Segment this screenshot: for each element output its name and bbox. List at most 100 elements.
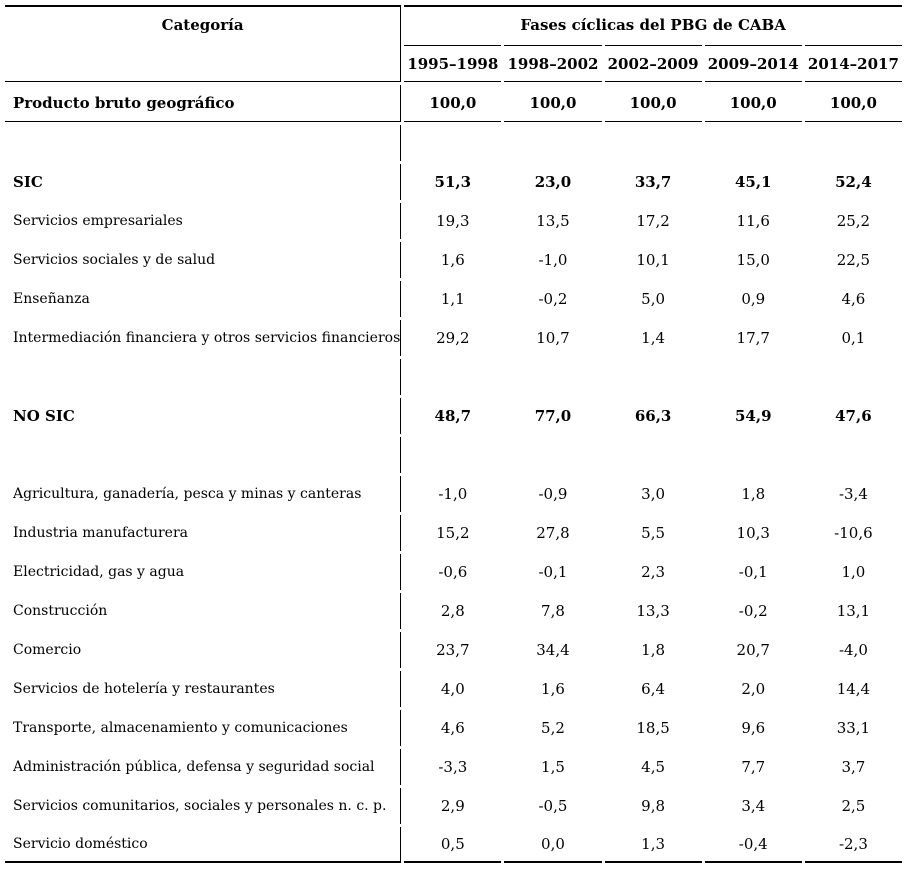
table-body: Producto bruto geográfico 100,0 100,0 100,0…	[5, 85, 902, 863]
value-cell: 77,0	[534, 407, 572, 425]
value-cell	[504, 359, 601, 395]
value-cell: 13,5	[536, 212, 570, 230]
table-row: NO SIC 48,7 77,0 66,3 54,9 47,6	[5, 398, 902, 434]
row-label-cell	[5, 359, 402, 395]
value-cell: 54,9	[734, 407, 772, 425]
value-cell: 4,0	[440, 680, 465, 698]
value-cell: 4,5	[641, 758, 666, 776]
value-cell	[605, 125, 702, 161]
value-cell	[805, 359, 902, 395]
value-cell: 1,8	[641, 641, 666, 659]
value-cell: 66,3	[634, 407, 672, 425]
value-cell: 1,0	[841, 563, 866, 581]
value-cell: 10,1	[636, 251, 670, 269]
value-cell: -1,0	[438, 485, 468, 503]
value-cell: 10,7	[536, 329, 570, 347]
table-header: Categoría Fases cíclicas del PBG de CABA…	[5, 5, 902, 82]
table-row: Construcción 2,8 7,8 13,3 -0,2 13,1	[5, 593, 902, 629]
spacer-row	[5, 125, 902, 161]
value-cell: 3,4	[741, 797, 766, 815]
value-cell	[705, 125, 802, 161]
value-cell: 1,3	[604, 827, 702, 863]
value-cell: 6,4	[641, 680, 666, 698]
table-row: Servicios de hotelería y restaurantes 4,0…	[5, 671, 902, 707]
value-cell: -3,3	[438, 758, 468, 776]
value-cell: 51,3	[434, 173, 472, 191]
value-cell: 7,8	[541, 602, 565, 620]
value-cell: 47,6	[835, 407, 872, 425]
value-cell: 2,9	[440, 797, 465, 815]
row-label-cell: Servicios empresariales	[5, 203, 402, 239]
value-cell: 17,7	[736, 329, 770, 347]
value-cell: 48,7	[434, 407, 472, 425]
value-cell: -0,9	[538, 485, 568, 503]
row-label-cell: Industria manufacturera	[5, 515, 402, 551]
row-label-cell: SIC	[5, 164, 402, 200]
value-cell: -2,3	[804, 827, 902, 863]
value-cell: -0,4	[704, 827, 802, 863]
value-cell: 15,2	[436, 524, 470, 542]
row-label-cell: Servicios de hotelería y restaurantes	[5, 671, 402, 707]
value-cell: 11,6	[736, 212, 770, 230]
period-header-cell: 2014–2017	[804, 45, 902, 82]
group-header-cell: Fases cíclicas del PBG de CABA	[404, 5, 902, 42]
row-label-cell	[5, 125, 402, 161]
value-cell: 17,2	[636, 212, 670, 230]
value-cell: 10,3	[736, 524, 770, 542]
table-row: SIC 51,3 23,0 33,7 45,1 52,4	[5, 164, 902, 200]
row-label-cell	[5, 437, 402, 473]
value-cell: 5,0	[641, 290, 666, 308]
value-cell: -0,2	[538, 290, 568, 308]
value-cell: 100,0	[504, 85, 602, 122]
value-cell: 1,5	[541, 758, 565, 776]
value-cell	[404, 437, 501, 473]
value-cell: 0,5	[404, 827, 502, 863]
value-cell	[404, 125, 501, 161]
row-label-cell: Servicios sociales y de salud	[5, 242, 402, 278]
value-cell: 23,7	[436, 641, 470, 659]
value-cell: 100,0	[404, 85, 502, 122]
period-header-cell: 2002–2009	[604, 45, 702, 82]
table-row: Agricultura, ganadería, pesca y minas y …	[5, 476, 902, 512]
value-cell: 13,1	[836, 602, 871, 620]
value-cell: 2,5	[841, 797, 866, 815]
value-cell: 0,9	[741, 290, 766, 308]
value-cell: 1,6	[440, 251, 465, 269]
value-cell: 33,1	[836, 719, 871, 737]
row-label-cell: Construcción	[5, 593, 402, 629]
table-row: Enseñanza 1,1 -0,2 5,0 0,9 4,6	[5, 281, 902, 317]
value-cell: -3,4	[838, 485, 868, 503]
row-label-cell: Transporte, almacenamiento y comunicacio…	[5, 710, 402, 746]
value-cell: -0,2	[738, 602, 768, 620]
value-cell: -0,1	[738, 563, 768, 581]
header-row-periods: 1995–1998 1998–2002 2002–2009 2009–2014 …	[5, 45, 902, 82]
row-label-cell: Agricultura, ganadería, pesca y minas y …	[5, 476, 402, 512]
value-cell: -0,1	[538, 563, 568, 581]
row-label-cell: Administración pública, defensa y seguri…	[5, 749, 402, 785]
row-label-cell: Servicio doméstico	[5, 827, 402, 863]
value-cell: 2,3	[641, 563, 666, 581]
value-cell: 100,0	[704, 85, 802, 122]
value-cell: -0,6	[438, 563, 468, 581]
value-cell: 4,6	[841, 290, 866, 308]
value-cell: 14,4	[836, 680, 871, 698]
row-label-cell: Electricidad, gas y agua	[5, 554, 402, 590]
table-row: Servicios empresariales 19,3 13,5 17,2 11,6 2…	[5, 203, 902, 239]
value-cell: 100,0	[804, 85, 902, 122]
table-row: Transporte, almacenamiento y comunicacio…	[5, 710, 902, 746]
value-cell	[705, 437, 802, 473]
spacer-row	[5, 437, 902, 473]
table-row: Intermediación financiera y otros servic…	[5, 320, 902, 356]
value-cell: 25,2	[836, 212, 871, 230]
row-label-cell: Servicios comunitarios, sociales y perso…	[5, 788, 402, 824]
value-cell: 2,8	[440, 602, 465, 620]
row-label-cell: Producto bruto geográfico	[5, 85, 402, 122]
value-cell: 3,0	[641, 485, 666, 503]
value-cell: 45,1	[734, 173, 772, 191]
value-cell	[404, 359, 501, 395]
value-cell: 9,8	[641, 797, 666, 815]
period-header-cell: 1995–1998	[404, 45, 502, 82]
value-cell: 27,8	[536, 524, 570, 542]
